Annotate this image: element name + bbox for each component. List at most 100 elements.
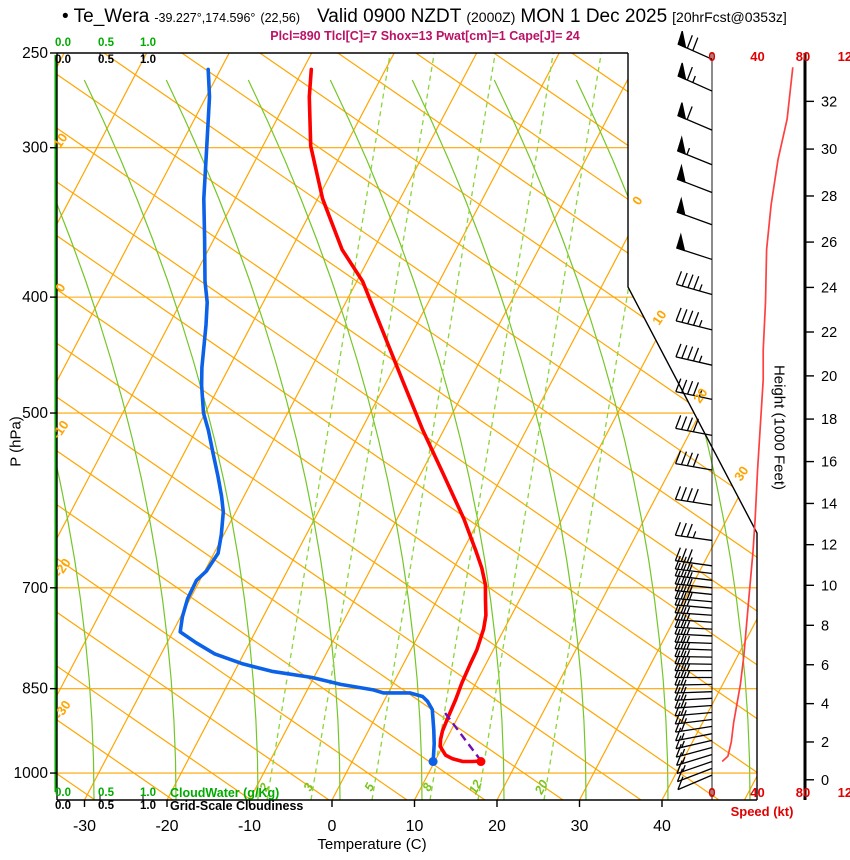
pressure-axis-title: P (hPa) — [7, 416, 25, 467]
wind-barb — [674, 694, 713, 709]
wind-barb — [676, 196, 713, 226]
wind-barb — [677, 30, 713, 60]
pressure-tick-label: 300 — [22, 140, 48, 157]
wind-barb — [674, 620, 713, 637]
title-bar: • Te_Wera -39.227°,174.596° (22,56) Valid 09… — [62, 6, 792, 28]
wind-barb — [674, 635, 713, 651]
wind-barb — [676, 752, 713, 766]
wind-barb — [674, 577, 713, 596]
height-tick-label: 18 — [821, 412, 837, 428]
wind-barb — [674, 710, 713, 725]
temperature-axis: -30 -20 -10 0 10 20 30 40 — [73, 53, 671, 835]
grid-lines — [57, 53, 757, 800]
speed-axis-labels: 0040408080120120 — [708, 49, 850, 800]
temperature-tick-label: -30 — [73, 818, 96, 835]
isotherm-label: -10 — [49, 417, 72, 441]
temperature-tick-label: 40 — [653, 818, 671, 835]
height-axis-title: Height (1000 Feet) — [770, 364, 788, 491]
wind-barb — [677, 62, 713, 92]
valid-time: Valid 0900 NZDT — [317, 6, 462, 27]
wind-barb — [674, 562, 713, 581]
isotherm-label: 10 — [649, 307, 670, 327]
temperature-tick-label: -20 — [155, 818, 178, 835]
wind-barb — [674, 522, 713, 542]
height-tick-label: 8 — [821, 618, 829, 634]
wind-barb — [676, 767, 713, 783]
cloudiness-scale-bottom-0: 0.0 — [55, 800, 71, 812]
wind-barb — [676, 163, 713, 194]
pressure-tick-label: 250 — [22, 45, 48, 62]
forecast-reference: [20hrFcst@0353z] — [672, 9, 787, 25]
speed-tick-label-top: 40 — [750, 49, 764, 64]
wind-barb — [674, 450, 713, 471]
station-coords: -39.227°,174.596° — [154, 11, 256, 25]
wind-barb — [674, 570, 713, 589]
wind-barb — [674, 664, 712, 679]
valid-utc: (2000Z) — [466, 9, 516, 25]
temperature-tick-label: 20 — [488, 818, 506, 835]
pressure-level-lines — [57, 147, 757, 774]
parcel-path — [443, 711, 483, 762]
speed-tick-label-bottom: 120 — [838, 785, 850, 800]
wind-barb — [674, 613, 713, 630]
speed-tick-label-top: 0 — [708, 49, 715, 64]
height-tick-label: 0 — [821, 773, 829, 789]
cloudiness-scale-bottom-1: 1.0 — [140, 800, 156, 812]
dewpoint-curve — [178, 67, 436, 764]
height-tick-label: 14 — [821, 496, 837, 512]
wind-barb — [676, 135, 713, 166]
mixing-ratio-label: 12 — [466, 778, 485, 797]
wind-barb — [674, 628, 713, 644]
station-name: Te_Wera — [73, 6, 150, 27]
cloudwater-scale-bottom-05: 0.5 — [98, 787, 114, 799]
grid-reference: (22,56) — [260, 11, 301, 25]
wind-barb — [675, 343, 713, 366]
cloudiness-scale-top-1: 1.0 — [140, 54, 156, 66]
speed-tick-label-top: 120 — [838, 49, 850, 64]
height-tick-label: 12 — [821, 538, 837, 554]
wind-barb — [674, 671, 713, 686]
wind-barb — [675, 307, 713, 331]
wind-barb — [674, 643, 713, 658]
wind-barb — [676, 232, 713, 261]
speed-tick-label-top: 80 — [796, 49, 810, 64]
pressure-tick-label: 1000 — [14, 765, 49, 782]
wind-barb — [674, 585, 713, 603]
mixing-ratio-lines — [266, 53, 668, 800]
wind-barb — [676, 760, 713, 775]
height-tick-label: 28 — [821, 189, 837, 205]
isotherm-label: 0 — [629, 193, 645, 207]
cloudwater-scale-top-05: 0.5 — [98, 37, 114, 49]
cloudiness-label: Grid-Scale Cloudiness — [170, 799, 304, 813]
speed-axis-title: Speed (kt) — [730, 804, 794, 819]
wind-barb — [677, 774, 713, 791]
wind-barb — [675, 378, 713, 400]
wind-barb — [674, 686, 713, 701]
cloudwater-scale-top-1: 1.0 — [140, 37, 156, 49]
temperature-tick-label: 0 — [328, 818, 337, 835]
temperature-curve — [307, 67, 488, 764]
wind-barb — [674, 547, 713, 567]
cloudiness-scale-top-05: 0.5 — [98, 54, 114, 66]
temperature-tick-label: -10 — [238, 818, 261, 835]
height-tick-label: 26 — [821, 235, 837, 251]
isotherm-label: 20 — [690, 385, 711, 405]
cloudwater-scale-bottom-1: 1.0 — [140, 787, 156, 799]
pressure-tick-label: 850 — [22, 681, 48, 698]
height-tick-label: 6 — [821, 658, 829, 674]
wind-barb — [675, 727, 713, 742]
height-tick-label: 22 — [821, 325, 837, 341]
wind-barb — [674, 657, 712, 672]
wind-barb — [674, 555, 713, 575]
plot-border — [56, 52, 758, 801]
stability-indices: Plcl=890 Tlcl[C]=7 Shox=13 Pwat[cm]=1 Ca… — [270, 29, 580, 43]
cloudiness-scale-bottom-05: 0.5 — [98, 800, 114, 812]
station-bullet: • — [62, 6, 69, 27]
wind-barb — [675, 743, 713, 758]
wind-barb — [677, 102, 713, 131]
height-tick-label: 16 — [821, 455, 837, 471]
temperature-tick-label: 10 — [406, 818, 424, 835]
